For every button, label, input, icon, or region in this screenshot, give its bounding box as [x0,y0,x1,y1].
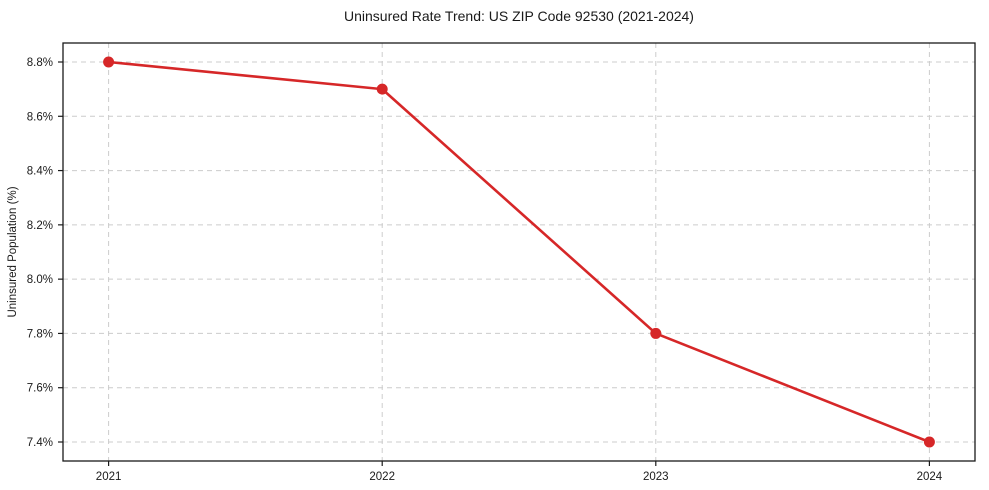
y-tick-label: 8.0% [27,274,53,286]
y-tick-label: 8.4% [27,166,53,178]
x-tick-label: 2024 [917,471,943,483]
data-point-marker [923,436,935,448]
trend-line [107,60,931,444]
y-tick-label: 8.2% [27,220,53,232]
data-point-marker [650,327,662,339]
data-point-marker [103,56,115,68]
x-tick-label: 2021 [96,471,122,483]
data-point-marker [376,83,388,95]
chart-title: Uninsured Rate Trend: US ZIP Code 92530 … [344,8,694,24]
x-tick-label: 2023 [643,471,669,483]
y-tick-label: 7.6% [27,383,53,395]
y-tick-label: 8.8% [27,57,53,69]
axes-frame [62,42,976,462]
x-tick-label: 2022 [369,471,395,483]
y-tick-label: 7.8% [27,328,53,340]
y-tick-label: 7.4% [27,437,53,449]
y-tick-label: 8.6% [27,111,53,123]
